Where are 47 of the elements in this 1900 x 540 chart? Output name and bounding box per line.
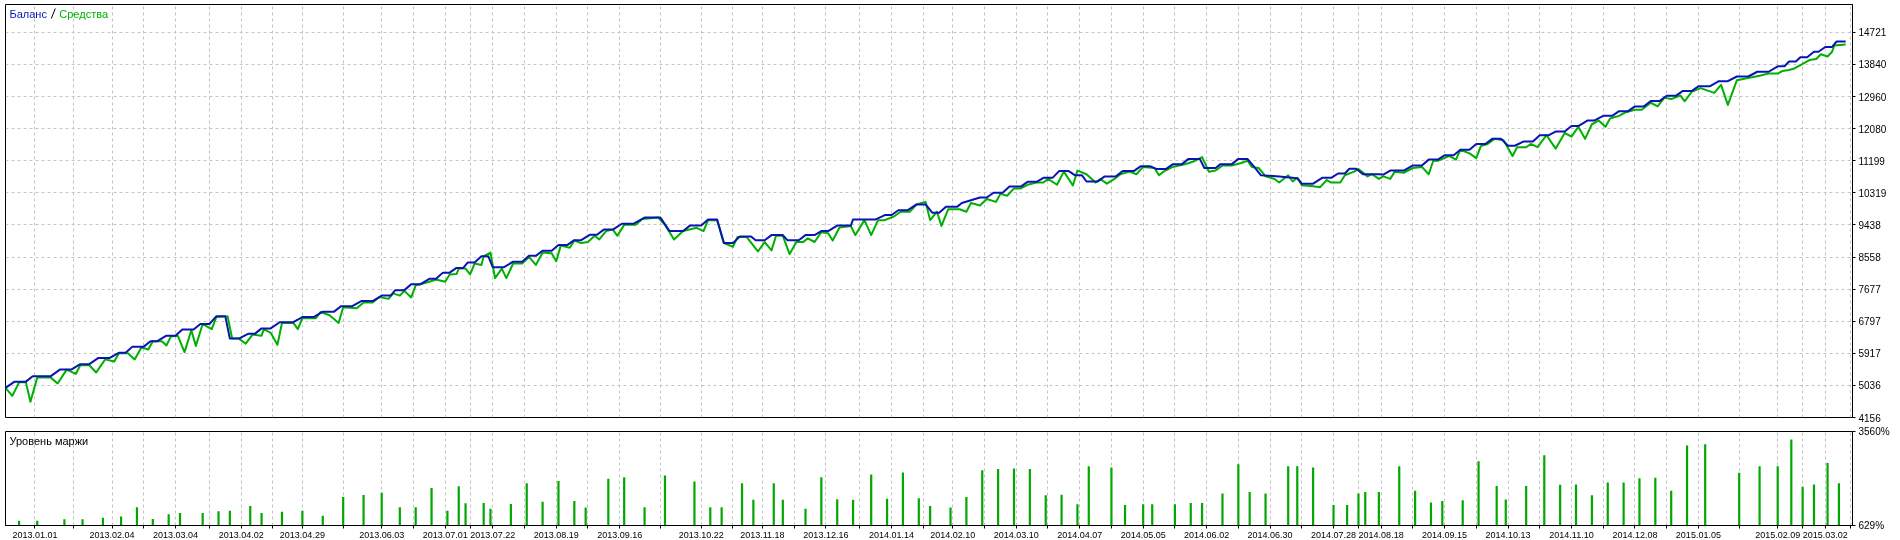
x-tick-label: 2013.04.29 [279,529,325,540]
text: Баланс [9,7,48,20]
y-tick-label: 9438 [1858,219,1882,231]
x-tick-label: 2013.10.22 [678,529,724,540]
x-tick-label: 2014.12.08 [1612,529,1658,540]
y-tick-label: 5917 [1858,348,1882,360]
x-tick-label: 2013.04.02 [218,529,264,540]
y-tick-label: 10319 [1858,187,1887,199]
y-tick-label: 13840 [1858,59,1887,71]
x-tick-label: 2014.11.10 [1549,529,1594,540]
y-tick-label: 4156 [1858,412,1882,424]
y-tick-label: 8558 [1858,252,1882,264]
x-tick-label: 2014.04.07 [1057,529,1103,540]
y-tick-label: 7677 [1858,284,1882,296]
x-tick-label: 2013.12.16 [803,529,849,540]
x-tick-label: 2013.02.04 [89,529,135,540]
x-tick-label: 2014.10.13 [1485,529,1531,540]
x-tick-label: 2013.07.22 [470,529,516,540]
x-tick-label: 2013.11.18 [740,529,785,540]
y-tick-label: 629% [1858,520,1885,531]
x-tick-label: 2014.01.14 [869,529,915,540]
y-tick-label: 5036 [1858,380,1882,392]
text: Средства [59,7,109,20]
x-tick-label: 2014.05.05 [1120,529,1166,540]
y-tick-label: 11199 [1858,155,1886,167]
x-tick-label: 2015.02.09 [1755,529,1801,540]
x-tick-label: 2014.08.18 [1358,529,1404,540]
x-tick-label: 2013.01.01 [12,529,58,540]
x-tick-label: 2014.09.15 [1422,529,1468,540]
y-tick-label: 6797 [1858,316,1882,328]
x-tick-label: 2015.03.02 [1802,529,1848,540]
x-tick-label: 2013.03.04 [152,529,198,540]
y-tick-label: 12080 [1858,123,1887,135]
chart-title: Уровень маржи [9,434,89,447]
x-tick-label: 2014.07.28 [1311,529,1357,540]
x-tick-label: 2013.09.16 [597,529,643,540]
x-tick-label: 2014.06.02 [1184,529,1230,540]
x-tick-label: 2013.07.01 [422,529,468,540]
x-tick-label: 2014.02.10 [930,529,976,540]
y-tick-label: 12960 [1858,91,1887,103]
x-tick-label: 2014.06.30 [1247,529,1293,540]
x-tick-label: 2015.01.05 [1675,529,1721,540]
x-tick-label: 2013.08.19 [533,529,579,540]
x-tick-label: 2013.06.03 [359,529,405,540]
y-tick-label: 14721 [1858,27,1887,39]
y-tick-label: 3560% [1858,426,1890,437]
x-tick-label: 2014.03.10 [993,529,1039,540]
